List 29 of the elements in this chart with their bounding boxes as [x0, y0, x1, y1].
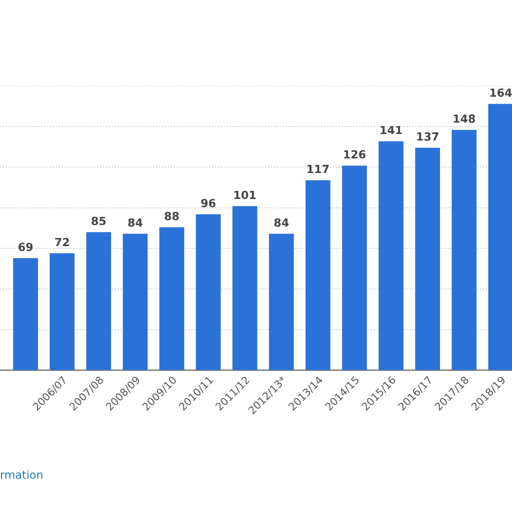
data-label: 84 [274, 218, 289, 227]
data-label: 126 [344, 150, 366, 159]
data-label: 148 [454, 114, 476, 123]
bar [232, 206, 258, 370]
bar [488, 104, 512, 370]
bar [452, 130, 477, 370]
data-label: 137 [417, 132, 438, 141]
data-label: 88 [164, 212, 179, 220]
bar [196, 214, 221, 370]
bar [13, 258, 38, 370]
data-label: 96 [201, 198, 216, 208]
bar [86, 232, 112, 370]
data-label: 84 [128, 218, 142, 227]
data-label: 69 [18, 242, 33, 252]
data-label: 164 [490, 88, 512, 97]
bar [306, 180, 330, 370]
bar [342, 166, 367, 370]
data-label: 141 [380, 126, 402, 134]
text: rmation [1, 470, 42, 479]
bar [268, 234, 294, 370]
data-label: 72 [55, 238, 69, 246]
bar [159, 227, 184, 370]
data-label: 117 [308, 164, 329, 174]
data-label: 85 [92, 216, 106, 226]
bar [50, 253, 75, 370]
data-label: 101 [234, 190, 256, 200]
bar [378, 141, 404, 370]
bar [122, 234, 148, 370]
bar [415, 148, 440, 370]
